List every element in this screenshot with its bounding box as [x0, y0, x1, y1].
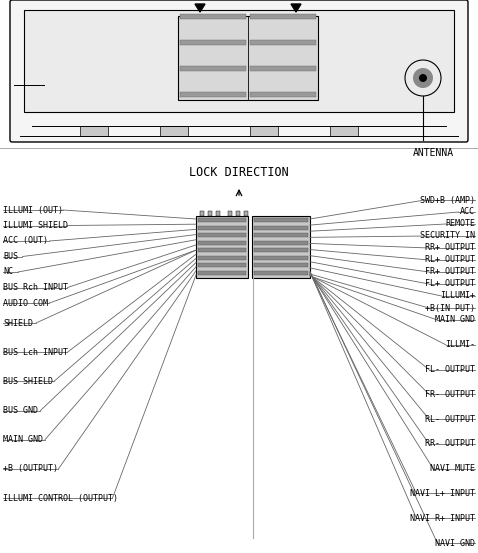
Text: RL- OUTPUT: RL- OUTPUT	[425, 415, 475, 424]
Circle shape	[413, 68, 433, 88]
Text: NAVI MUTE: NAVI MUTE	[430, 464, 475, 473]
Text: NC: NC	[3, 268, 13, 276]
Text: SHIELD: SHIELD	[3, 319, 33, 327]
Bar	[198, 226, 246, 229]
Bar	[180, 92, 246, 97]
Bar	[180, 40, 246, 45]
Text: FR- OUTPUT: FR- OUTPUT	[425, 390, 475, 399]
Bar	[250, 40, 316, 45]
Text: FL+ OUTPUT: FL+ OUTPUT	[425, 279, 475, 289]
Bar	[198, 271, 246, 275]
Text: REMOTE: REMOTE	[445, 220, 475, 228]
Text: ILLUMI SHIELD: ILLUMI SHIELD	[3, 221, 68, 230]
Text: +B(IN PUT): +B(IN PUT)	[425, 304, 475, 312]
Text: LOCK DIRECTION: LOCK DIRECTION	[189, 166, 289, 179]
Text: ILLUMI (OUT): ILLUMI (OUT)	[3, 206, 63, 215]
Text: NAVI GND: NAVI GND	[435, 539, 475, 547]
Bar	[200, 211, 204, 216]
Bar	[254, 233, 308, 237]
Text: BUS SHIELD: BUS SHIELD	[3, 377, 53, 386]
Polygon shape	[291, 4, 301, 12]
Text: ILLMI-: ILLMI-	[445, 340, 475, 349]
Circle shape	[419, 74, 427, 82]
Text: BUS Lch INPUT: BUS Lch INPUT	[3, 348, 68, 357]
Bar	[254, 248, 308, 252]
Text: ANTENNA: ANTENNA	[413, 148, 454, 158]
Bar	[178, 16, 318, 100]
Bar	[236, 211, 240, 216]
Bar	[244, 211, 248, 216]
Text: BUS Rch INPUT: BUS Rch INPUT	[3, 283, 68, 292]
Bar	[198, 248, 246, 252]
Bar	[252, 216, 310, 278]
Bar	[250, 126, 278, 136]
Text: FL- OUTPUT: FL- OUTPUT	[425, 365, 475, 374]
Text: RL+ OUTPUT: RL+ OUTPUT	[425, 255, 475, 264]
Text: MAIN GND: MAIN GND	[3, 435, 43, 444]
Bar	[330, 126, 358, 136]
Bar	[250, 92, 316, 97]
Text: ILLUMI CONTROL (OUTPUT): ILLUMI CONTROL (OUTPUT)	[3, 493, 118, 503]
Bar	[198, 218, 246, 222]
Bar	[250, 66, 316, 71]
Bar	[208, 211, 212, 216]
Polygon shape	[195, 4, 205, 12]
Bar	[196, 216, 248, 278]
Text: AUDIO COM: AUDIO COM	[3, 299, 48, 307]
Bar	[198, 256, 246, 260]
Text: MAIN GND: MAIN GND	[435, 316, 475, 325]
Bar	[216, 211, 220, 216]
Bar	[24, 10, 454, 112]
Bar	[254, 256, 308, 260]
Text: SWD+B (AMP): SWD+B (AMP)	[420, 196, 475, 205]
Text: BUS GND: BUS GND	[3, 406, 38, 415]
Text: FR+ OUTPUT: FR+ OUTPUT	[425, 268, 475, 276]
Text: ACC (OUT): ACC (OUT)	[3, 237, 48, 246]
Bar	[198, 263, 246, 268]
Text: RR+ OUTPUT: RR+ OUTPUT	[425, 243, 475, 253]
Bar	[228, 211, 232, 216]
Bar	[254, 271, 308, 275]
Bar	[254, 263, 308, 268]
Text: ILLUMI+: ILLUMI+	[440, 291, 475, 300]
Bar	[160, 126, 188, 136]
Text: BUS: BUS	[3, 252, 18, 261]
FancyBboxPatch shape	[10, 0, 468, 142]
Bar	[254, 218, 308, 222]
Bar	[180, 14, 246, 19]
Bar	[198, 233, 246, 237]
Text: NAVI R+ INPUT: NAVI R+ INPUT	[410, 514, 475, 523]
Text: ACC: ACC	[460, 207, 475, 217]
Bar	[250, 14, 316, 19]
Text: NAVI L+ INPUT: NAVI L+ INPUT	[410, 489, 475, 498]
Bar	[80, 126, 108, 136]
Bar	[198, 241, 246, 245]
Text: SECURITY IN: SECURITY IN	[420, 232, 475, 241]
Bar	[254, 241, 308, 245]
Bar	[180, 66, 246, 71]
Text: +B (OUTPUT): +B (OUTPUT)	[3, 465, 58, 473]
Bar	[254, 226, 308, 229]
Text: RR- OUTPUT: RR- OUTPUT	[425, 440, 475, 448]
